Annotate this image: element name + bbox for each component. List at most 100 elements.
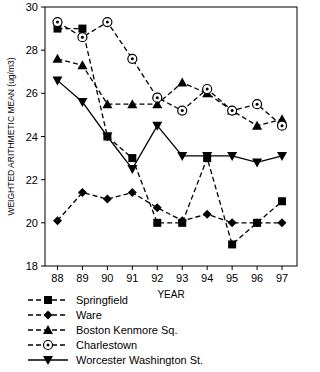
x-tick — [57, 266, 58, 270]
point — [228, 106, 237, 115]
series — [52, 76, 287, 173]
marker-dot — [281, 124, 284, 127]
chart: 1820222426283088899091929394959697YEARWE… — [0, 0, 320, 372]
y-tick — [41, 93, 45, 94]
marker-ring — [53, 18, 62, 27]
point — [153, 93, 162, 102]
x-tick-label: 92 — [151, 272, 163, 284]
x-tick-label: 89 — [76, 272, 88, 284]
point — [152, 122, 162, 131]
marker-dot — [156, 96, 159, 99]
x-tick-label: 90 — [101, 272, 113, 284]
series-line — [57, 22, 282, 126]
marker-ring — [153, 93, 162, 102]
point — [227, 106, 237, 115]
point — [78, 33, 87, 42]
point — [78, 25, 86, 33]
point — [253, 219, 261, 227]
marker-ring — [128, 54, 137, 63]
legend-label: Charlestown — [76, 339, 137, 351]
point — [252, 121, 262, 130]
legend-marker — [43, 325, 53, 334]
y-tick-label: 30 — [26, 1, 38, 13]
y-tick-label: 26 — [26, 87, 38, 99]
point — [53, 18, 62, 27]
legend-marker — [44, 311, 53, 320]
legend-line — [28, 344, 68, 345]
point — [278, 197, 286, 205]
y-tick — [41, 136, 45, 137]
legend-label: Worcester Washington St. — [76, 354, 203, 366]
y-tick-label: 24 — [26, 131, 38, 143]
x-tick — [207, 266, 208, 270]
x-tick-label: 91 — [126, 272, 138, 284]
point — [103, 195, 112, 204]
y-tick — [41, 266, 45, 267]
point — [102, 133, 112, 142]
marker-ring — [78, 33, 87, 42]
point — [278, 218, 287, 227]
marker-dot — [106, 21, 109, 24]
y-tick-label: 20 — [26, 217, 38, 229]
marker-dot — [256, 103, 259, 106]
point — [177, 152, 187, 161]
point — [252, 158, 262, 167]
marker-ring — [178, 106, 187, 115]
point — [203, 85, 212, 94]
x-tick-label: 88 — [51, 272, 63, 284]
marker-ring — [203, 85, 212, 94]
x-tick-label: 96 — [251, 272, 263, 284]
point — [52, 54, 62, 63]
point — [127, 99, 137, 108]
point — [228, 218, 237, 227]
point — [53, 216, 62, 225]
legend-label: Boston Kenmore Sq. — [76, 324, 178, 336]
point — [153, 219, 161, 227]
point — [103, 18, 112, 27]
series-line — [57, 193, 282, 223]
marker-ring — [103, 18, 112, 27]
legend-marker — [44, 341, 53, 350]
point — [153, 203, 162, 212]
legend-marker — [43, 356, 53, 365]
series-line — [57, 29, 282, 245]
point — [178, 216, 187, 225]
x-tick — [232, 266, 233, 270]
series — [52, 54, 287, 130]
marker-ring — [278, 121, 287, 130]
point — [128, 54, 137, 63]
point — [202, 152, 212, 161]
y-tick — [41, 7, 45, 8]
plot-area — [52, 18, 287, 249]
x-tick-label: 93 — [176, 272, 188, 284]
y-tick-label: 22 — [26, 174, 38, 186]
marker-ring — [44, 341, 53, 350]
point — [178, 106, 187, 115]
marker-dot — [47, 344, 50, 347]
marker-ring — [253, 100, 262, 109]
y-tick — [41, 179, 45, 180]
marker-dot — [206, 88, 209, 91]
x-tick-label: 94 — [201, 272, 213, 284]
series-line — [57, 59, 282, 126]
marker-ring — [228, 106, 237, 115]
x-tick-label: 95 — [226, 272, 238, 284]
y-tick — [41, 50, 45, 51]
y-tick-label: 28 — [26, 44, 38, 56]
point — [77, 60, 87, 69]
y-axis-label: WEIGHTED ARITHMETIC MEAN (ug/m3) — [6, 57, 16, 215]
point — [78, 188, 87, 197]
marker-dot — [81, 36, 84, 39]
x-axis-label: YEAR — [157, 289, 184, 300]
point — [77, 98, 87, 107]
point — [177, 78, 187, 87]
point — [253, 218, 262, 227]
point — [102, 99, 112, 108]
point — [127, 165, 137, 174]
legend-marker — [44, 296, 52, 304]
point — [227, 152, 237, 161]
point — [128, 188, 137, 197]
plot-frame — [45, 7, 297, 266]
point — [203, 210, 212, 219]
series — [53, 188, 287, 227]
